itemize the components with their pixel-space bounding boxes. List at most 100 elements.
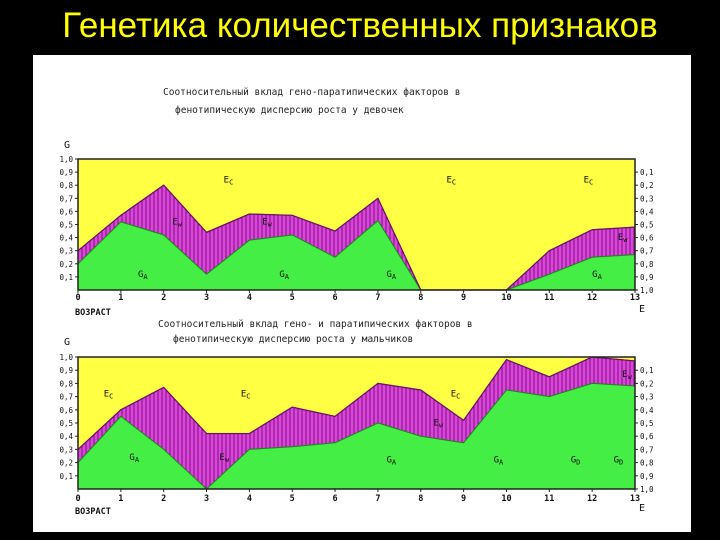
chart2-annotation-letter: G — [614, 456, 619, 466]
chart1-xtick: 3 — [204, 293, 209, 303]
chart1-xtick: 9 — [461, 293, 466, 303]
chart1-ytick-left: 0,2 — [59, 260, 73, 269]
chart2-xtick: 4 — [247, 494, 252, 504]
chart1-ytick-left: 0,3 — [59, 247, 73, 256]
chart1-ytick-right: 0,5 — [640, 221, 654, 230]
chart1-xtick: 7 — [375, 293, 380, 303]
chart2-xtick: 8 — [418, 494, 423, 504]
chart2-annotation-subscript: C — [456, 393, 460, 401]
chart1-annotation-subscript: C — [229, 179, 233, 187]
chart1-annotation-subscript: w — [178, 221, 183, 229]
chart1-annotation-letter: E — [446, 176, 451, 186]
chart1-ytick-right: 0,7 — [640, 247, 654, 256]
chart2-annotation-subscript: A — [135, 456, 140, 464]
chart2-annotation-subscript: w — [225, 456, 230, 464]
chart2-xtick: 2 — [161, 494, 166, 504]
chart2-xtick: 12 — [587, 494, 597, 504]
chart1-xtick: 8 — [418, 293, 423, 303]
chart2-ytick-right: 1,0 — [640, 485, 654, 494]
chart1-xtick: 11 — [544, 293, 554, 303]
chart1-ytick-left: 0,6 — [59, 207, 73, 216]
chart2-annotation-subscript: A — [392, 459, 397, 467]
chart2-annotation-letter: E — [241, 390, 246, 400]
chart1-annotation-subscript: A — [143, 273, 148, 281]
chart1-ytick-right: 0,1 — [640, 168, 654, 177]
chart2-ytick-left: 0,5 — [59, 419, 73, 428]
chart2-annotation-subscript: w — [439, 422, 444, 430]
chart1-ytick-right: 0,6 — [640, 234, 654, 243]
chart1-annotation: EC — [446, 176, 456, 187]
chart2-xtick: 10 — [501, 494, 511, 504]
chart1-annotation-letter: E — [172, 218, 177, 228]
chart2-ytick-left: 0,4 — [59, 432, 73, 441]
chart1-area-ga — [77, 219, 636, 291]
chart2-annotation-letter: G — [386, 456, 391, 466]
chart2-ytick-left: 0,6 — [59, 406, 73, 415]
chart1-title: Соотносительный вклад гено-паратипически… — [163, 87, 460, 98]
chart2-annotation-subscript: w — [628, 373, 633, 381]
chart2-annotation: Ew — [622, 370, 632, 381]
chart2-annotation-letter: G — [494, 456, 499, 466]
chart1-ytick-left: 0,1 — [59, 273, 73, 282]
chart1-xlabel: ВОЗРАСТ — [75, 308, 111, 318]
chart2-area-ga — [77, 382, 636, 490]
chart2-annotation-letter: E — [451, 390, 456, 400]
chart2-annotation-subscript: A — [499, 459, 504, 467]
chart2-annotation: Ew — [219, 453, 229, 464]
chart2-ytick-right: 0,4 — [640, 406, 654, 415]
chart2-xtick: 11 — [544, 494, 554, 504]
chart2-ytick-right: 0,7 — [640, 445, 654, 454]
chart2-ytick-left: 0,9 — [59, 366, 73, 375]
chart2-subtitle: фенотипическую дисперсию роста у мальчик… — [173, 334, 413, 345]
chart1-annotation-letter: E — [618, 233, 623, 243]
chart1-annotation: EC — [584, 176, 594, 187]
chart2-line-ew-top — [77, 356, 636, 450]
chart2-annotation: EC — [451, 390, 461, 401]
chart1-xtick: 5 — [290, 293, 295, 303]
chart1-ytick-right: 0,4 — [640, 207, 654, 216]
chart2-xtick: 3 — [204, 494, 209, 504]
chart2-annotation-letter: E — [622, 370, 627, 380]
chart1-ylabel-left: G — [64, 140, 70, 151]
chart2-ytick-right: 0,2 — [640, 379, 654, 388]
chart2-xtick: 9 — [461, 494, 466, 504]
chart2-title: Соотносительный вклад гено- и паратипиче… — [158, 319, 473, 330]
chart1-xtick: 4 — [247, 293, 252, 303]
chart1-annotation-letter: G — [386, 270, 391, 280]
chart2-ytick-left: 0,8 — [59, 379, 73, 388]
chart1-ylabel-right: E — [639, 304, 645, 315]
chart2-ytick-right: 0,9 — [640, 472, 654, 481]
chart2-xtick: 0 — [75, 494, 80, 504]
chart1-annotation-subscript: A — [285, 273, 290, 281]
chart2-ylabel-right: E — [639, 503, 645, 514]
chart1-xtick: 6 — [333, 293, 338, 303]
slide-title: Генетика количественных признаков — [62, 6, 658, 45]
chart2-ytick-left: 0,1 — [59, 472, 73, 481]
chart1-xtick: 2 — [161, 293, 166, 303]
chart2-annotation-letter: E — [104, 390, 109, 400]
chart2-annotation-subscript: C — [109, 393, 113, 401]
chart1-ytick-right: 0,8 — [640, 260, 654, 269]
charts-svg: Соотносительный вклад гено-паратипически… — [59, 87, 654, 517]
chart2-ytick-right: 0,1 — [640, 366, 654, 375]
chart1-annotation-subscript: w — [268, 221, 273, 229]
chart1-subtitle: фенотипическую дисперсию роста у девочек — [175, 105, 404, 116]
chart1-annotation-subscript: A — [598, 273, 603, 281]
chart1-annotation: GA — [592, 270, 602, 281]
chart1-annotation: GA — [279, 270, 289, 281]
chart2-ytick-left: 0,3 — [59, 445, 73, 454]
chart1-xtick: 12 — [587, 293, 597, 303]
chart2-annotation: EC — [241, 390, 251, 401]
chart1-xtick: 13 — [630, 293, 640, 303]
chart2-ytick-left: 1,0 — [59, 353, 73, 362]
chart2-annotation: EC — [104, 390, 114, 401]
chart2-annotation: GD — [571, 456, 581, 467]
chart2-annotation-subscript: D — [576, 459, 580, 467]
chart2-xlabel: ВОЗРАСТ — [75, 507, 111, 517]
chart1-annotation: Ew — [172, 218, 182, 229]
chart2-annotation: GA — [129, 453, 139, 464]
chart1-ytick-left: 0,4 — [59, 234, 73, 243]
chart1-annotation: Ew — [618, 233, 628, 244]
chart2-ytick-right: 0,5 — [640, 419, 654, 428]
chart2-annotation: GA — [386, 456, 396, 467]
